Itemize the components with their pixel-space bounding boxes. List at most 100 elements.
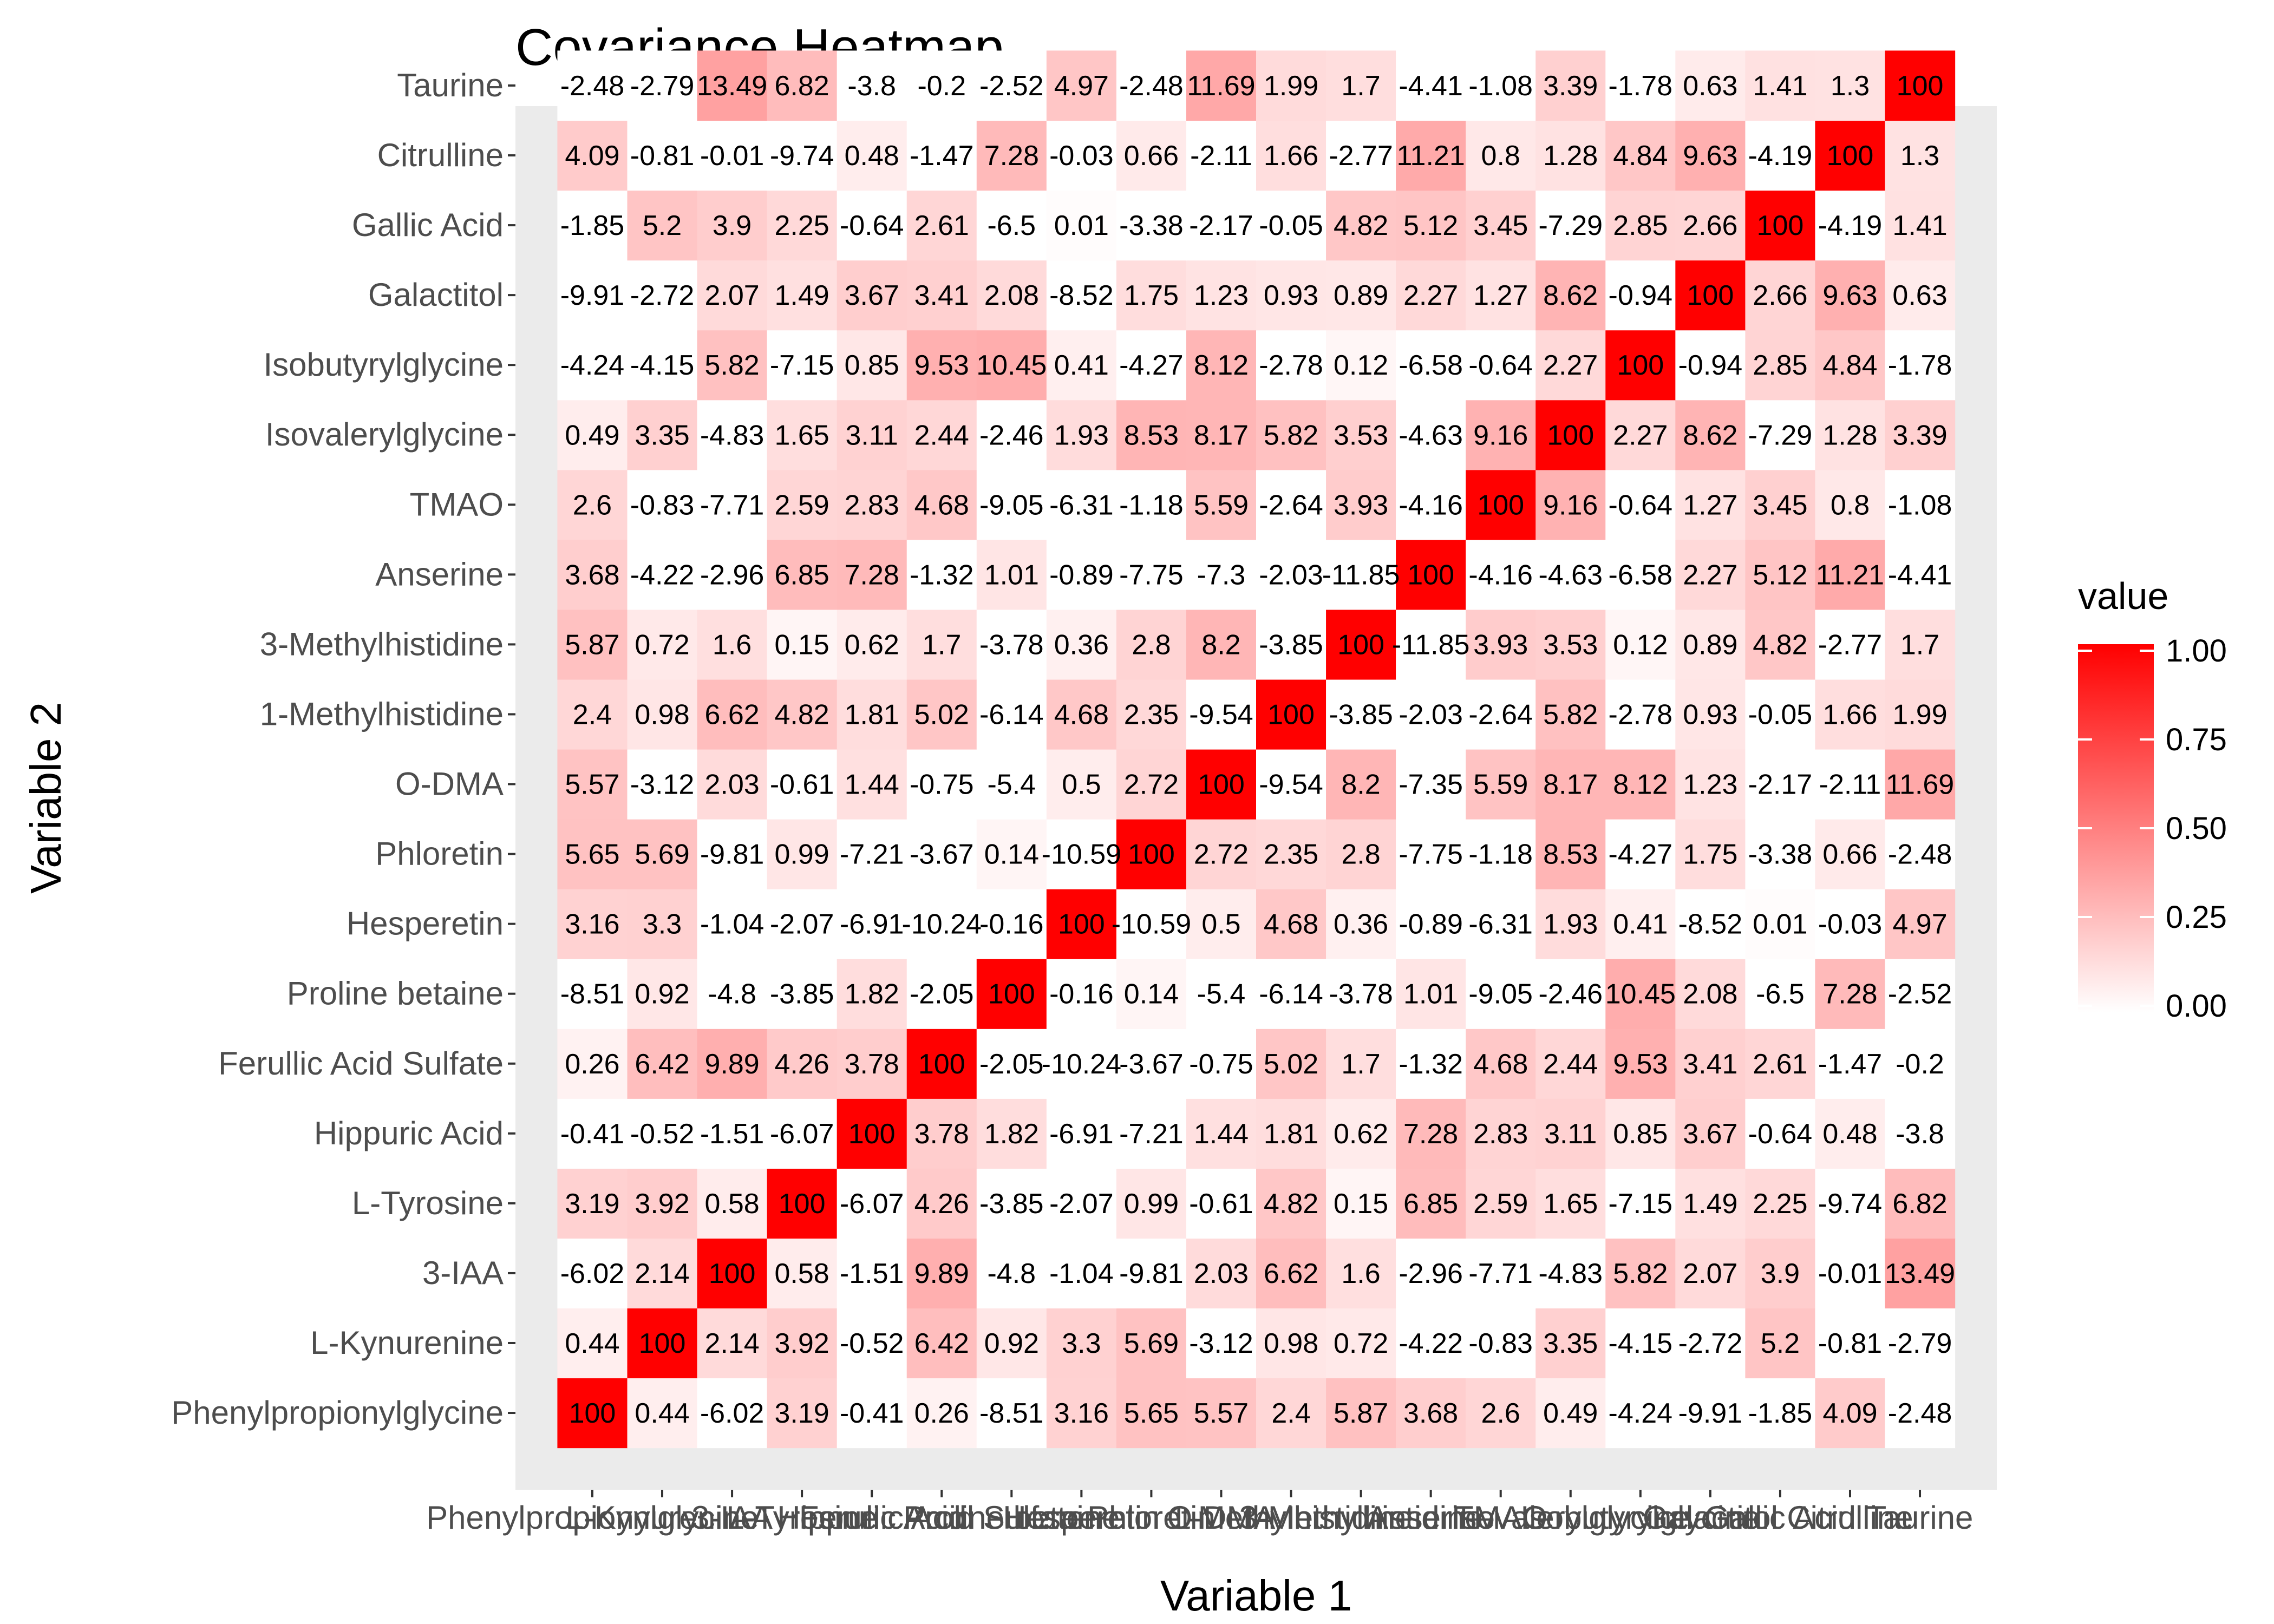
cell-value-label: 0.5 bbox=[1201, 909, 1240, 940]
cell-value-label: -3.78 bbox=[1329, 979, 1393, 1010]
heatmap-cell bbox=[1535, 819, 1606, 889]
heatmap-cell bbox=[1675, 889, 1746, 959]
heatmap-cell bbox=[1116, 400, 1187, 470]
heatmap-cell bbox=[1466, 749, 1536, 820]
heatmap-cell bbox=[1466, 190, 1536, 261]
cell-value-label: 0.8 bbox=[1481, 140, 1520, 172]
cell-value-label: 100 bbox=[779, 1188, 826, 1220]
heatmap-cell bbox=[1046, 679, 1117, 750]
heatmap-cell bbox=[1605, 1308, 1676, 1379]
heatmap-cell bbox=[1396, 400, 1466, 470]
cell-value-label: -6.07 bbox=[770, 1118, 834, 1150]
heatmap-cell bbox=[976, 1308, 1047, 1379]
heatmap-cell bbox=[697, 679, 768, 750]
cell-value-label: -6.58 bbox=[1399, 350, 1463, 381]
cell-value-label: 0.41 bbox=[1054, 350, 1109, 381]
cell-value-label: -4.27 bbox=[1119, 350, 1184, 381]
heatmap-cell bbox=[1256, 889, 1327, 959]
cell-value-label: -10.59 bbox=[1042, 839, 1121, 870]
cell-value-label: -0.64 bbox=[840, 210, 904, 241]
cell-value-label: 2.85 bbox=[1613, 210, 1668, 241]
cell-value-label: -0.41 bbox=[840, 1398, 904, 1429]
heatmap-cell bbox=[767, 400, 838, 470]
cell-value-label: 0.85 bbox=[1613, 1118, 1668, 1150]
heatmap-cell bbox=[557, 749, 628, 820]
cell-value-label: -0.81 bbox=[630, 140, 695, 172]
heatmap-cell bbox=[1466, 1029, 1536, 1099]
heatmap-cell bbox=[1535, 679, 1606, 750]
x-tick-label: Hesperetin bbox=[1003, 1499, 1160, 1536]
legend-tick-label: 0.50 bbox=[2166, 811, 2227, 846]
cell-value-label: 3.53 bbox=[1334, 420, 1388, 451]
heatmap-cell bbox=[767, 469, 838, 540]
cell-value-label: 8.53 bbox=[1124, 420, 1179, 451]
heatmap-cell bbox=[976, 609, 1047, 680]
heatmap-cell bbox=[976, 749, 1047, 820]
cell-value-label: 8.53 bbox=[1543, 839, 1598, 870]
cell-value-label: 1.6 bbox=[1341, 1258, 1380, 1289]
heatmap-cell bbox=[1046, 120, 1117, 191]
cell-value-label: 5.2 bbox=[643, 210, 682, 241]
cell-value-label: -2.77 bbox=[1329, 140, 1393, 172]
cell-value-label: 2.85 bbox=[1753, 350, 1807, 381]
legend-tick-label: 1.00 bbox=[2166, 633, 2227, 669]
heatmap-cell bbox=[1466, 1168, 1536, 1239]
heatmap-cell bbox=[557, 889, 628, 959]
legend-tick-label: 0.75 bbox=[2166, 722, 2227, 757]
heatmap-cell bbox=[1046, 469, 1117, 540]
cell-value-label: 0.89 bbox=[1334, 280, 1388, 311]
cell-value-labels: 100 0.44 -6.02 3.19 -0.41 0.26 -8.51 3.16 5.65 5.… bbox=[560, 70, 1955, 1429]
heatmap-cell bbox=[1466, 1308, 1536, 1379]
heatmap-cell bbox=[557, 1378, 628, 1449]
heatmap-cell bbox=[1186, 400, 1257, 470]
heatmap-cell bbox=[1815, 889, 1886, 959]
cell-value-label: -10.59 bbox=[1112, 909, 1191, 940]
cell-value-label: 5.02 bbox=[914, 699, 969, 730]
cell-value-label: -6.07 bbox=[840, 1188, 904, 1220]
cell-value-label: -0.81 bbox=[1818, 1328, 1883, 1359]
heatmap-cell bbox=[1046, 1378, 1117, 1449]
heatmap-cell bbox=[767, 1378, 838, 1449]
heatmap-cell bbox=[1885, 469, 1956, 540]
heatmap-cell bbox=[1186, 539, 1257, 610]
cell-value-label: 2.25 bbox=[1753, 1188, 1807, 1220]
heatmap-cell bbox=[1745, 959, 1816, 1029]
heatmap-cell bbox=[697, 260, 768, 331]
cell-value-label: 2.14 bbox=[704, 1328, 759, 1359]
heatmap-cell bbox=[1326, 190, 1396, 261]
x-tick-label: 3-Methylhistidine bbox=[1239, 1499, 1482, 1536]
cell-value-label: 3.93 bbox=[1334, 489, 1388, 521]
cell-value-label: 5.65 bbox=[565, 839, 619, 870]
heatmap-cell bbox=[906, 1098, 977, 1169]
cell-value-label: -6.91 bbox=[1049, 1118, 1114, 1150]
cell-value-label: -4.16 bbox=[1399, 489, 1463, 521]
legend-tick-label: 0.25 bbox=[2166, 900, 2227, 935]
heatmap-cell bbox=[1116, 469, 1187, 540]
heatmap-cell bbox=[1885, 120, 1956, 191]
cell-value-label: 4.82 bbox=[775, 699, 829, 730]
cell-value-label: 0.26 bbox=[914, 1398, 969, 1429]
cell-value-label: -0.03 bbox=[1049, 140, 1114, 172]
heatmap-cell bbox=[557, 400, 628, 470]
heatmap-cell bbox=[1745, 1378, 1816, 1449]
cell-value-label: 9.63 bbox=[1822, 280, 1877, 311]
heatmap-cell bbox=[1186, 1168, 1257, 1239]
heatmap-cell bbox=[627, 1238, 698, 1309]
cell-value-label: 2.07 bbox=[704, 280, 759, 311]
heatmap-cell bbox=[1116, 1029, 1187, 1099]
heatmap-cell bbox=[1326, 889, 1396, 959]
cell-value-label: 3.11 bbox=[1544, 1118, 1597, 1150]
heatmap-cell bbox=[1675, 1378, 1746, 1449]
heatmap-cell bbox=[1675, 190, 1746, 261]
cell-value-label: -9.91 bbox=[560, 280, 625, 311]
y-tick-label: 3-IAA bbox=[422, 1255, 504, 1291]
cell-value-label: -2.03 bbox=[1399, 699, 1463, 730]
cell-value-label: 0.92 bbox=[984, 1328, 1039, 1359]
heatmap-cell bbox=[767, 190, 838, 261]
heatmap-cell bbox=[1745, 469, 1816, 540]
cell-value-label: -4.15 bbox=[630, 350, 695, 381]
heatmap-cell bbox=[1675, 330, 1746, 401]
cell-value-label: 100 bbox=[1407, 559, 1454, 591]
cell-value-label: -1.04 bbox=[700, 909, 764, 940]
cell-value-label: 4.84 bbox=[1822, 350, 1877, 381]
